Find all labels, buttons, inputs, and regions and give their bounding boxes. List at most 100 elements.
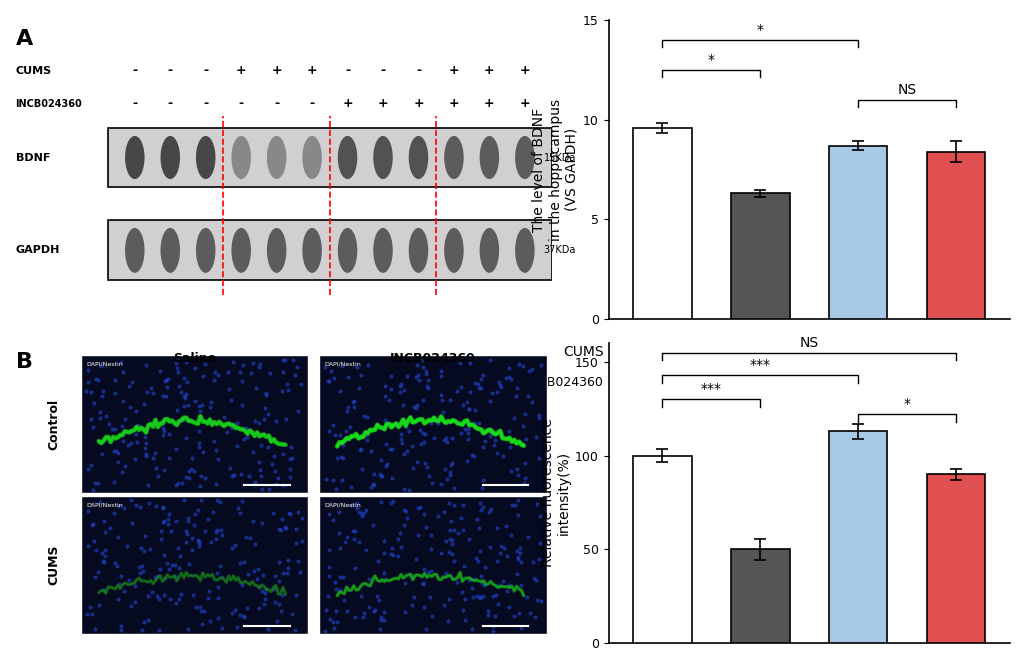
Point	[212, 497, 228, 508]
Point	[106, 477, 122, 487]
Point	[407, 554, 423, 564]
Point	[175, 401, 192, 411]
Point	[268, 416, 284, 426]
Point	[410, 530, 426, 541]
Point	[432, 371, 448, 381]
Point	[512, 543, 528, 554]
Point	[88, 544, 104, 555]
Point	[417, 366, 433, 377]
Point	[328, 617, 344, 627]
Point	[194, 619, 210, 629]
Point	[517, 473, 533, 483]
Point	[210, 613, 226, 623]
Point	[206, 436, 222, 447]
Point	[460, 434, 476, 444]
Text: +: +	[235, 64, 247, 77]
Point	[317, 625, 333, 636]
Point	[435, 506, 451, 517]
Text: +: +	[519, 97, 530, 110]
Point	[197, 359, 213, 370]
Point	[233, 580, 250, 590]
Point	[225, 470, 242, 480]
Point	[490, 580, 506, 590]
Point	[531, 412, 547, 422]
Point	[186, 466, 203, 476]
Bar	[633, 456, 691, 643]
Point	[245, 358, 261, 368]
Point	[320, 426, 336, 436]
Point	[334, 475, 351, 485]
Ellipse shape	[302, 228, 322, 273]
Point	[161, 453, 177, 464]
Point	[440, 498, 457, 508]
Point	[97, 527, 113, 537]
Point	[519, 390, 535, 401]
Text: B: B	[15, 352, 33, 372]
Point	[136, 617, 152, 627]
Bar	[319, 496, 546, 634]
Point	[438, 433, 454, 443]
Point	[267, 597, 283, 607]
Point	[433, 547, 449, 558]
Point	[355, 612, 371, 623]
Point	[254, 518, 270, 529]
Point	[167, 516, 183, 526]
Point	[176, 373, 193, 384]
Point	[122, 402, 139, 413]
Point	[396, 578, 413, 588]
Point	[78, 386, 95, 396]
Text: CUMS: CUMS	[562, 345, 603, 359]
Point	[157, 376, 173, 386]
Point	[201, 586, 217, 597]
Point	[127, 420, 144, 431]
Point	[506, 500, 523, 510]
Point	[107, 558, 123, 568]
Point	[371, 595, 387, 605]
Point	[255, 569, 271, 580]
Ellipse shape	[160, 136, 179, 179]
Point	[473, 571, 489, 582]
Point	[432, 479, 448, 489]
Point	[353, 370, 369, 380]
Point	[423, 478, 439, 488]
Point	[392, 541, 409, 552]
Point	[474, 475, 490, 485]
Point	[345, 397, 362, 407]
Point	[193, 495, 209, 505]
Text: +: +	[413, 97, 423, 110]
Point	[412, 501, 428, 512]
Point	[127, 500, 144, 510]
Point	[83, 602, 99, 613]
Text: +: +	[519, 64, 530, 77]
Point	[111, 501, 127, 511]
Point	[128, 437, 145, 447]
Point	[397, 506, 414, 516]
Point	[436, 464, 452, 475]
Point	[450, 527, 467, 538]
Point	[161, 508, 177, 519]
Point	[502, 374, 519, 384]
Point	[169, 367, 185, 377]
Point	[525, 573, 541, 583]
Point	[434, 407, 450, 417]
Point	[517, 409, 533, 419]
Point	[120, 380, 137, 391]
Point	[84, 460, 100, 470]
Point	[369, 591, 385, 602]
Point	[191, 401, 207, 411]
Point	[110, 579, 126, 589]
Point	[148, 501, 164, 512]
Point	[457, 594, 473, 604]
Point	[320, 508, 336, 519]
Point	[467, 405, 483, 415]
Point	[376, 415, 392, 425]
Point	[415, 577, 431, 588]
Point	[453, 587, 470, 598]
Point	[156, 426, 172, 436]
Point	[160, 514, 176, 524]
Point	[107, 388, 123, 398]
Point	[81, 464, 97, 474]
Point	[487, 589, 503, 600]
Point	[228, 440, 245, 451]
Point	[348, 498, 365, 508]
